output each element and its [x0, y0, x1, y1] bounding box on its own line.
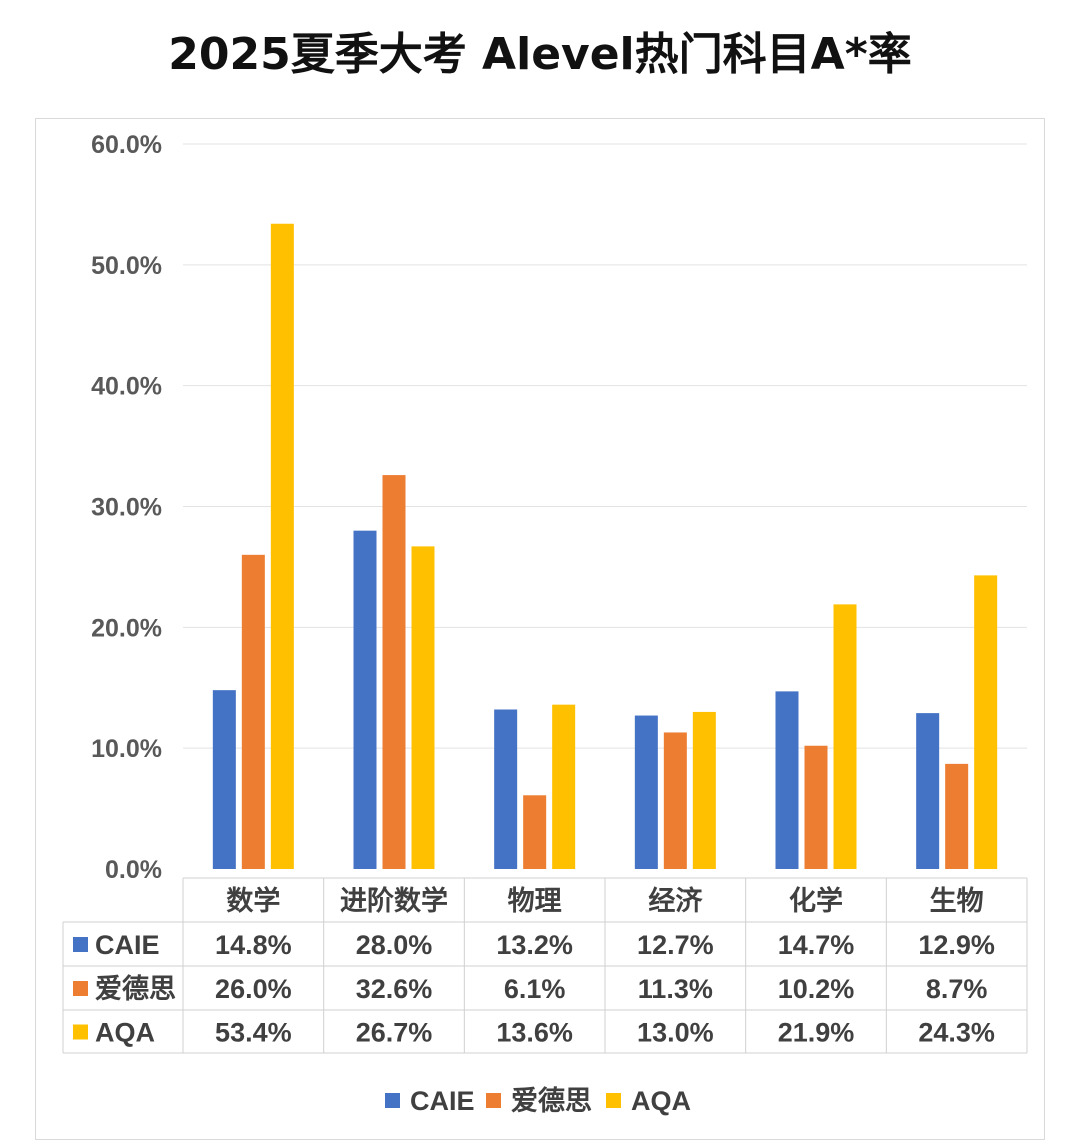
legend-label: 爱德思	[511, 1086, 592, 1116]
table-legend-key	[73, 937, 88, 952]
data-label: 28.0%	[356, 930, 433, 960]
data-label: 21.9%	[778, 1018, 855, 1048]
bar-AQA-化学	[833, 604, 857, 869]
data-label: 24.3%	[918, 1018, 995, 1048]
bar-CAIE-生物	[916, 713, 940, 869]
data-label: 10.2%	[778, 974, 855, 1004]
bar-AQA-物理	[552, 704, 576, 869]
data-label: 13.2%	[496, 930, 573, 960]
bar-爱德思-生物	[945, 763, 969, 869]
bar-CAIE-数学	[212, 690, 236, 869]
bar-CAIE-化学	[775, 691, 799, 869]
bar-爱德思-数学	[241, 554, 265, 869]
data-label: 8.7%	[926, 974, 988, 1004]
bar-CAIE-进阶数学	[353, 530, 377, 869]
data-label: 14.8%	[215, 930, 292, 960]
bar-CAIE-物理	[494, 709, 518, 869]
table-legend-key	[73, 981, 88, 996]
table-series-label: CAIE	[95, 930, 160, 960]
x-category-label: 物理	[508, 886, 562, 916]
table-series-label: 爱德思	[95, 974, 176, 1004]
bar-爱德思-经济	[663, 732, 687, 869]
chart-frame	[35, 118, 1045, 1140]
y-tick-label: 40.0%	[91, 373, 162, 401]
data-label: 14.7%	[778, 930, 855, 960]
data-label: 13.6%	[496, 1018, 573, 1048]
x-category-label: 化学	[789, 885, 843, 916]
y-tick-label: 20.0%	[91, 614, 162, 642]
x-category-label: 数学	[226, 885, 280, 916]
bar-爱德思-化学	[804, 745, 828, 869]
y-tick-label: 10.0%	[91, 735, 162, 763]
x-category-label: 经济	[648, 885, 703, 916]
bar-AQA-生物	[974, 575, 998, 869]
bar-AQA-进阶数学	[411, 546, 435, 869]
bar-AQA-数学	[270, 223, 294, 869]
data-label: 12.7%	[637, 930, 714, 960]
y-tick-label: 50.0%	[91, 252, 162, 280]
data-label: 6.1%	[504, 974, 566, 1004]
data-label: 53.4%	[215, 1018, 292, 1048]
data-label: 12.9%	[918, 930, 995, 960]
x-category-label: 进阶数学	[340, 885, 448, 916]
bar-爱德思-进阶数学	[382, 475, 406, 869]
data-label: 13.0%	[637, 1018, 714, 1048]
table-legend-key	[73, 1024, 88, 1040]
bar-爱德思-物理	[523, 795, 547, 869]
data-label: 26.7%	[356, 1018, 433, 1048]
bar-AQA-经济	[692, 711, 716, 869]
data-label: 32.6%	[356, 974, 433, 1004]
y-tick-label: 0.0%	[105, 856, 162, 884]
legend-key	[385, 1093, 400, 1108]
y-tick-label: 30.0%	[91, 494, 162, 522]
legend-label: CAIE	[410, 1086, 475, 1116]
bar-CAIE-经济	[634, 715, 658, 869]
data-label: 26.0%	[215, 974, 292, 1004]
legend-label: AQA	[631, 1086, 691, 1116]
legend-key	[486, 1093, 501, 1108]
y-tick-label: 60.0%	[91, 131, 162, 159]
x-category-label: 生物	[930, 886, 984, 916]
data-label: 11.3%	[638, 974, 713, 1004]
legend-key	[606, 1093, 621, 1108]
chart-title: 2025夏季大考 Alevel热门科目A*率	[168, 29, 912, 80]
table-series-label: AQA	[95, 1018, 155, 1048]
